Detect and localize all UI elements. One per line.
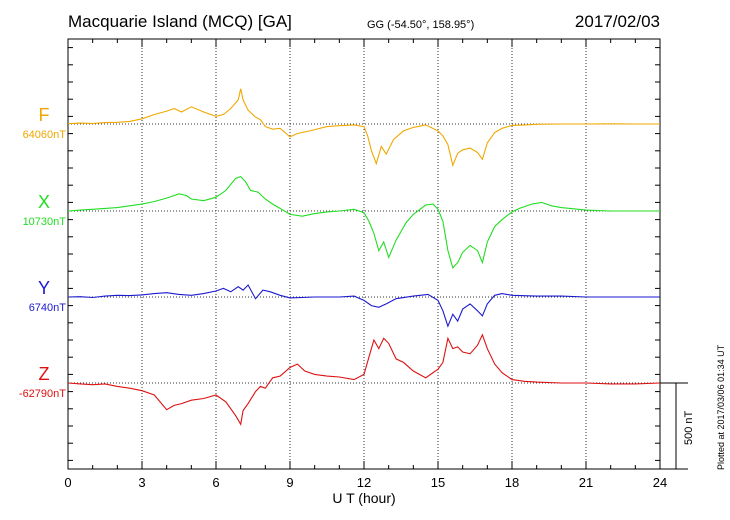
series-name-z: Z [39,364,50,384]
series-baseline-f: 64060nT [23,129,67,141]
series-baseline-y: 6740nT [29,302,67,314]
series-lines [67,88,661,426]
y-minor-ticks [68,47,660,461]
series-baseline-z: -62790nT [19,388,66,400]
x-tick-label: 21 [579,475,593,490]
x-tick-label: 24 [653,475,667,490]
series-baseline-x: 10730nT [23,216,67,228]
x-tick-label: 18 [505,475,519,490]
series-name-f: F [39,105,50,125]
scale-bar: 500 nT [660,382,695,470]
station-title: Macquarie Island (MCQ) [GA] [68,12,292,31]
plot-frame [67,38,661,470]
series-line-z [67,333,661,426]
series-name-y: Y [38,278,50,298]
x-tick-label: 9 [286,475,293,490]
x-axis-label: U T (hour) [332,490,395,506]
station-coords: GG (-54.50°, 158.95°) [367,19,474,31]
vertical-gridlines [141,39,587,469]
series-line-x [67,175,660,269]
x-tick-label: 3 [138,475,145,490]
x-tick-label: 12 [357,475,371,490]
x-tick-label: 15 [431,475,445,490]
series-labels: F 64060nT X 10730nT Y 6740nT Z -62790nT [19,105,66,400]
plotted-timestamp: Plotted at 2017/03/06 01:34 UT [716,344,726,470]
series-name-x: X [38,192,50,212]
x-tick-label: 0 [64,475,71,490]
x-ticks: 0 3 6 9 12 15 18 21 24 [64,39,667,490]
scale-bar-label: 500 nT [683,410,695,445]
series-line-f [67,88,660,168]
series-line-y [67,284,660,328]
plot-date: 2017/02/03 [575,12,660,31]
x-tick-label: 6 [212,475,219,490]
